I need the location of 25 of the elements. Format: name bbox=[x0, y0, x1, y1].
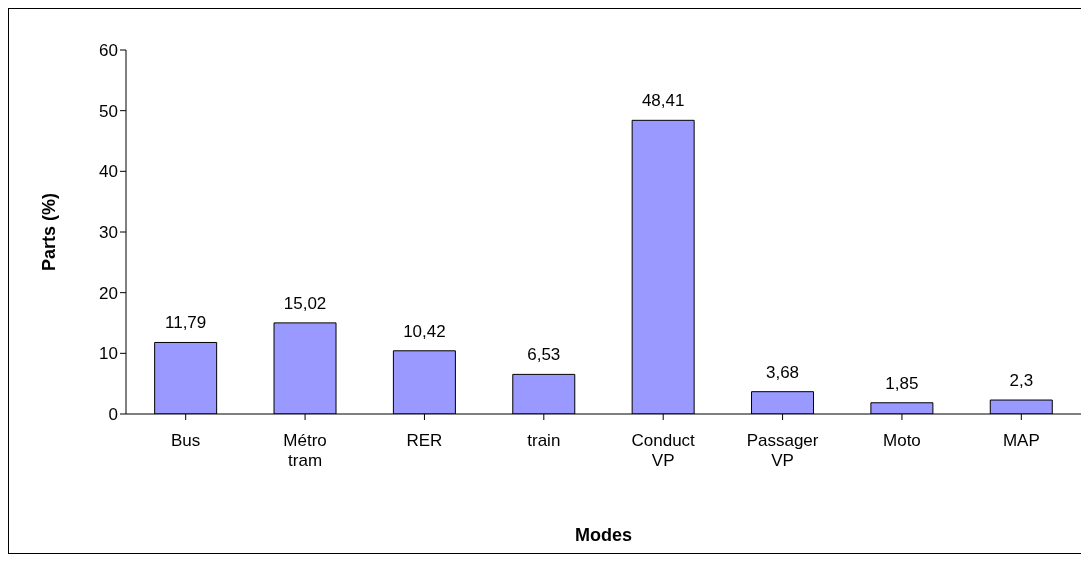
data-label: 6,53 bbox=[527, 345, 561, 365]
x-tick-label: Bus bbox=[171, 431, 201, 450]
data-label: 15,02 bbox=[283, 293, 327, 313]
y-tick-label: 50 bbox=[99, 101, 118, 121]
data-label: 48,41 bbox=[641, 91, 685, 111]
y-tick-label: 60 bbox=[99, 41, 118, 61]
x-tick-label: Conduct VP bbox=[631, 431, 696, 470]
data-label: 3,68 bbox=[765, 362, 800, 382]
x-tick-label: Passager VP bbox=[746, 431, 819, 470]
data-label: 2,3 bbox=[1009, 371, 1034, 391]
y-tick-label: 10 bbox=[99, 344, 118, 364]
data-label: 1,85 bbox=[885, 373, 919, 393]
y-tick-label: 40 bbox=[99, 162, 118, 182]
x-tick-label: RER bbox=[406, 431, 443, 450]
x-tick-label: train bbox=[527, 431, 561, 450]
y-tick-label: 20 bbox=[99, 283, 118, 303]
y-tick-label: 30 bbox=[99, 223, 118, 243]
data-label: 11,79 bbox=[165, 313, 207, 333]
x-tick-label: Moto bbox=[883, 431, 921, 450]
x-axis-title: Modes bbox=[574, 525, 633, 545]
x-tick-label: Métro tram bbox=[283, 431, 327, 470]
x-tick-label: MAP bbox=[1002, 431, 1040, 450]
data-label: 10,42 bbox=[403, 321, 446, 341]
y-axis-title: Parts (%) bbox=[39, 192, 60, 272]
y-tick-label: 0 bbox=[108, 405, 118, 425]
